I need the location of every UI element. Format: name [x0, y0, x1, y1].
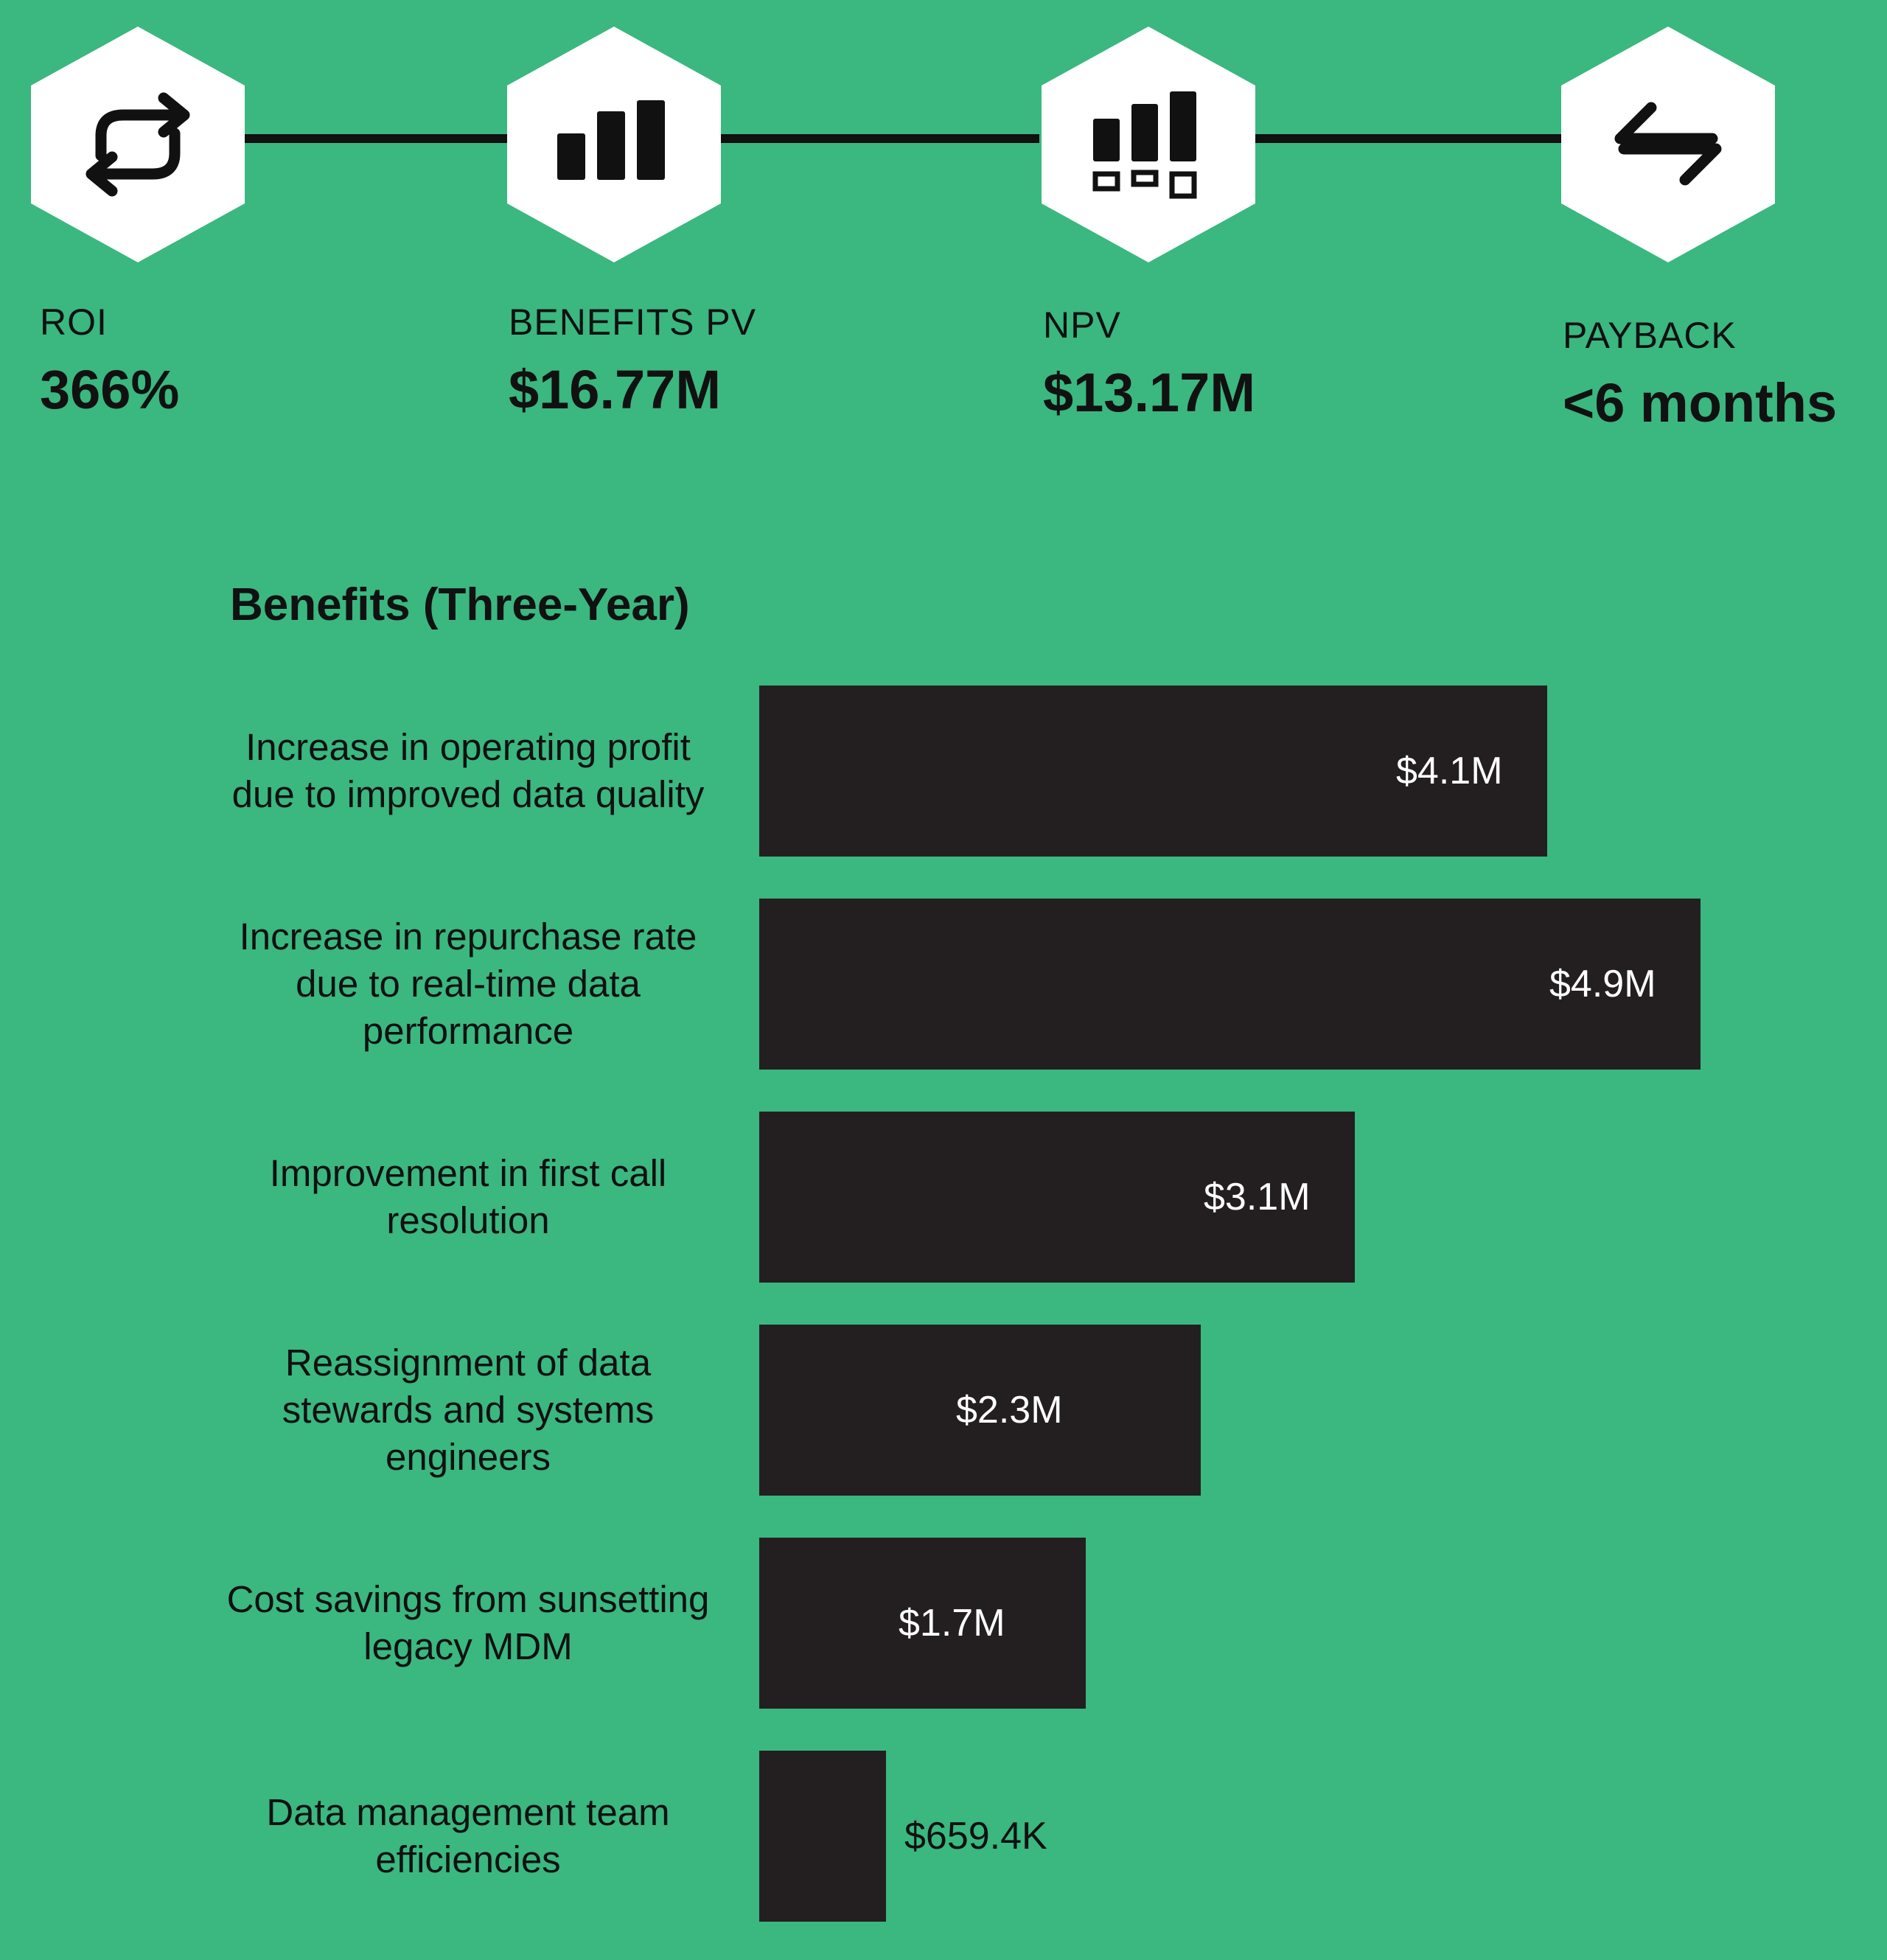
roi-value: 366% — [40, 359, 180, 420]
bar-value-label: $1.7M — [899, 1602, 1005, 1645]
roi-hexagon — [31, 27, 245, 262]
npv-label: NPV — [1043, 304, 1121, 346]
transfer-arrows-icon — [1614, 102, 1722, 186]
bar-value-label: $4.1M — [1396, 750, 1503, 792]
roi-label: ROI — [40, 301, 108, 343]
bar-category-label: Increase in repurchase rate due to real-t… — [239, 916, 697, 1052]
benefits-pv-label: BENEFITS PV — [509, 301, 757, 343]
bar-value-label: $659.4K — [904, 1815, 1047, 1858]
bar-category-label: Increase in operating profit due to impro… — [231, 726, 705, 815]
payback-label: PAYBACK — [1563, 315, 1737, 356]
bar-chart-icon — [557, 100, 665, 180]
bar-category-label: Reassignment of data stewards and systems… — [282, 1342, 655, 1478]
bar — [759, 1538, 1086, 1709]
metric-connector-line — [715, 134, 1039, 143]
bar-category-label: Cost savings from sunsetting legacy MDM — [226, 1578, 710, 1667]
bar-value-label: $3.1M — [1204, 1176, 1311, 1218]
bar — [759, 1112, 1355, 1283]
benefits-pv-value: $16.77M — [509, 359, 721, 420]
bar-value-label: $4.9M — [1549, 963, 1656, 1005]
benefits-bar-chart: Increase in operating profit due to impro… — [0, 686, 1887, 1939]
bar — [759, 686, 1547, 857]
bar-category-label: Data management team efficiencies — [266, 1791, 670, 1880]
bar-category-label: Improvement in first call resolution — [269, 1152, 667, 1241]
payback-value: <6 months — [1563, 372, 1838, 433]
refresh-cycle-icon — [86, 92, 190, 197]
bar — [759, 899, 1701, 1070]
npv-value: $13.17M — [1043, 362, 1255, 423]
payback-hexagon — [1561, 27, 1775, 262]
benefits-pv-hexagon — [507, 27, 721, 262]
bar — [759, 1751, 886, 1922]
chart-title: Benefits (Three-Year) — [230, 579, 690, 630]
bar-value-label: $2.3M — [956, 1389, 1063, 1431]
npv-hexagon — [1042, 27, 1255, 262]
metric-connector-line — [236, 134, 516, 143]
metric-connector-line — [1246, 134, 1570, 143]
bar — [759, 1325, 1201, 1496]
bar-chart-boxes-icon — [1092, 91, 1197, 199]
